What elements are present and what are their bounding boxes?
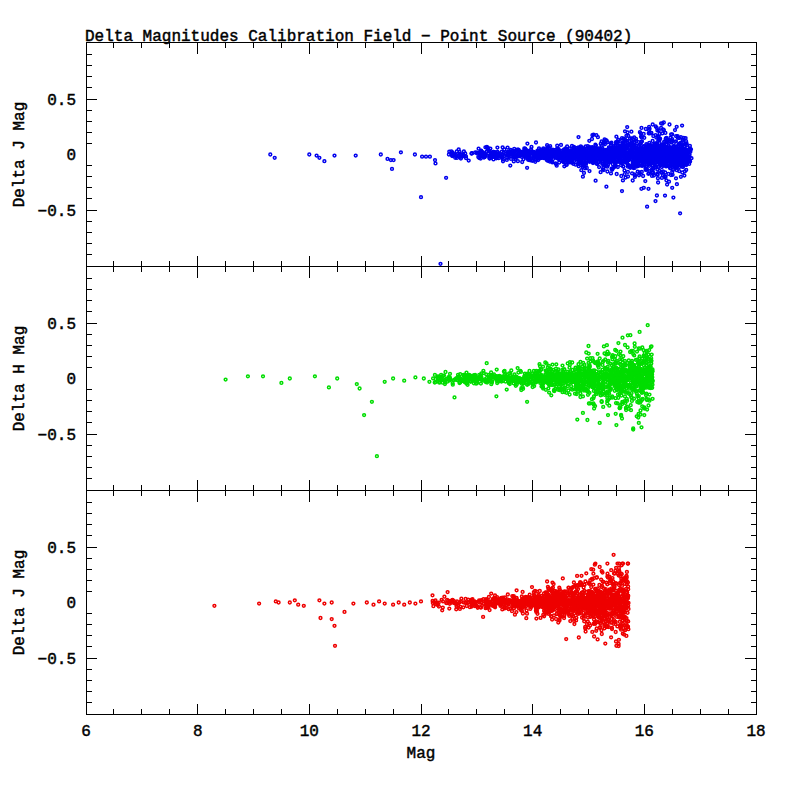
svg-text:8: 8	[193, 723, 203, 741]
svg-text:0.5: 0.5	[47, 92, 76, 110]
svg-text:Delta H Mag: Delta H Mag	[11, 326, 29, 432]
svg-text:Mag: Mag	[407, 745, 436, 763]
svg-text:12: 12	[411, 723, 430, 741]
svg-text:0.5: 0.5	[47, 316, 76, 334]
svg-text:0.5: 0.5	[47, 540, 76, 558]
svg-text:−0.5: −0.5	[38, 651, 76, 669]
svg-text:−0.5: −0.5	[38, 427, 76, 445]
svg-text:Delta J Mag: Delta J Mag	[11, 550, 29, 656]
svg-text:0: 0	[66, 147, 76, 165]
svg-text:0: 0	[66, 595, 76, 613]
svg-text:18: 18	[746, 723, 765, 741]
svg-text:Delta Magnitudes Calibration F: Delta Magnitudes Calibration Field − Poi…	[85, 28, 632, 46]
svg-text:Delta J Mag: Delta J Mag	[11, 102, 29, 208]
svg-text:−0.5: −0.5	[38, 203, 76, 221]
svg-text:0: 0	[66, 371, 76, 389]
svg-text:14: 14	[523, 723, 542, 741]
svg-text:6: 6	[81, 723, 91, 741]
svg-text:16: 16	[635, 723, 654, 741]
svg-text:10: 10	[300, 723, 319, 741]
